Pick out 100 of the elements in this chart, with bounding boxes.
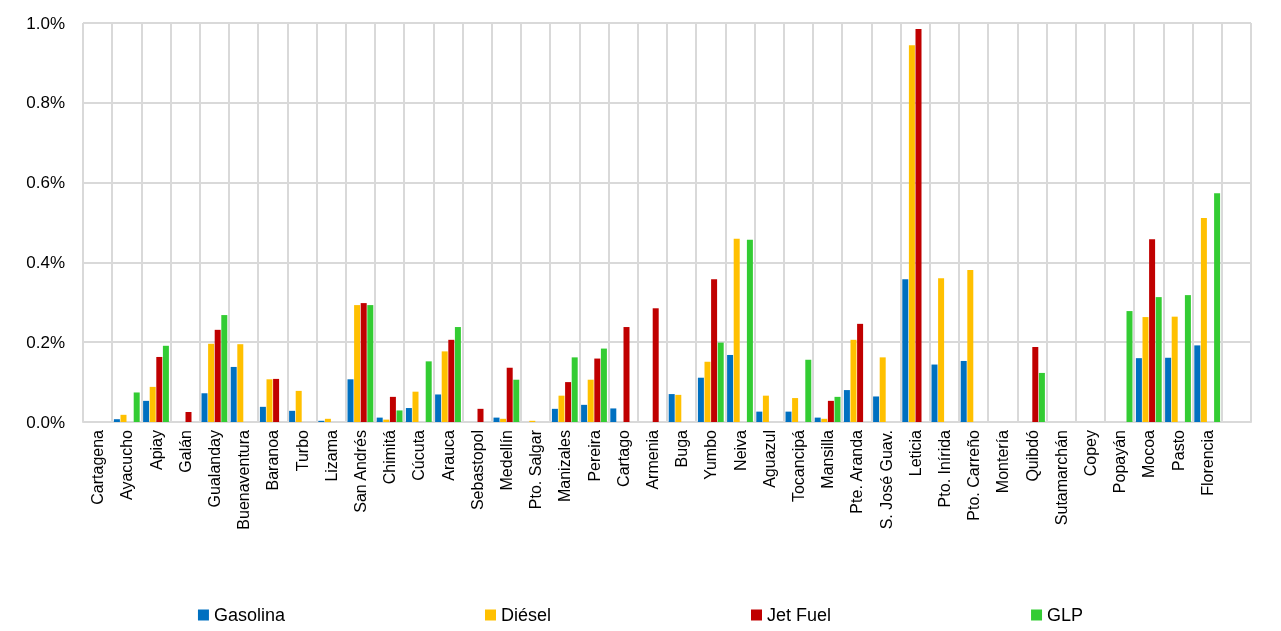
x-tick-label: Buga [673,429,691,468]
bar [367,305,374,422]
bar [214,329,221,422]
bar [834,396,841,422]
bar [675,394,682,422]
bar [792,398,799,422]
x-tick-label: San Andrés [351,430,369,513]
legend-label: Gasolina [213,605,286,625]
bar [594,358,601,422]
bar [266,379,273,422]
x-tick-label: Florencia [1198,429,1216,496]
bar [477,408,484,422]
bar [762,395,769,422]
bar [133,392,140,422]
legend-label: Diésel [500,605,552,625]
bar [441,351,448,422]
x-tick-label: Cartago [614,429,632,487]
x-tick-label: Buenaventura [235,429,253,530]
bar [756,411,763,422]
bar [435,394,442,422]
bar [1171,316,1178,422]
x-tick-label: Armenia [643,429,661,490]
bar [396,410,403,422]
bar [1032,346,1039,422]
x-tick-label: Leticia [906,429,924,477]
x-tick-label: Manizales [556,430,574,503]
x-tick-label: Arauca [439,429,457,481]
legend-label: GLP [1047,605,1084,625]
x-tick-label: Aguazul [760,430,778,488]
x-tick-label: Mansilla [819,429,837,489]
bar [513,379,520,422]
x-tick-label: Galán [176,430,194,473]
bar [493,417,500,422]
x-tick-label: Popayán [1111,430,1129,494]
bar [565,382,572,422]
x-tick-label: Cúcuta [410,429,428,481]
y-tick-label: 0.2% [26,332,65,352]
x-tick-label: Pereira [585,429,603,482]
bar [156,356,163,422]
x-tick-label: Gualanday [205,430,223,508]
bar [1038,372,1045,422]
bar [908,45,915,422]
x-tick-label: Pasto [1169,429,1187,471]
bar [149,386,156,422]
bar [201,393,208,422]
bar [610,408,617,422]
bar [273,378,280,422]
bar [931,364,938,422]
x-tick-label: Pto. Carreño [965,429,983,521]
bar [967,269,974,422]
bar [711,279,718,422]
bar [915,28,922,422]
x-tick-label: Apiay [147,430,165,471]
x-tick-label: Tocancipá [789,429,807,503]
legend-label: Jet Fuel [767,605,832,625]
bar [259,406,266,422]
bar [581,404,588,422]
bar [208,343,215,422]
x-tick-label: Mocoa [1140,429,1158,479]
bar [162,345,169,422]
bar [354,305,361,422]
bar [113,419,120,422]
bar [237,344,244,422]
bar [221,315,228,422]
y-tick-label: 0.6% [26,173,65,193]
x-tick-label: Sutamarchán [1052,430,1070,526]
x-tick-label: Quibdó [1023,429,1041,482]
bar [500,418,507,422]
bar [1214,193,1221,422]
bar [389,396,396,422]
bar [697,377,704,422]
bar [727,354,734,422]
bar [821,418,828,422]
bar [960,360,967,422]
bar [850,339,857,422]
bar [185,412,192,422]
bar [1184,295,1191,422]
bar [1165,357,1172,422]
bar [843,390,850,422]
bar [506,367,513,422]
y-tick-label: 0.0% [26,412,65,432]
bar [1149,239,1156,422]
bar [324,418,331,422]
bar [360,303,367,422]
bar [1135,358,1142,422]
bar [857,323,864,422]
bar [587,379,594,422]
bar [571,357,578,422]
bar [289,410,296,422]
bar [704,361,711,422]
bar [405,408,412,422]
x-tick-label: Pto. Salgar [527,429,545,510]
x-tick-label: Chimitá [381,429,399,485]
bar [600,348,607,422]
bar [827,400,834,422]
bar [805,359,812,422]
bar [448,339,455,422]
bar [814,417,821,422]
y-tick-label: 0.8% [26,93,65,113]
x-tick-label: Cartagena [89,429,107,505]
